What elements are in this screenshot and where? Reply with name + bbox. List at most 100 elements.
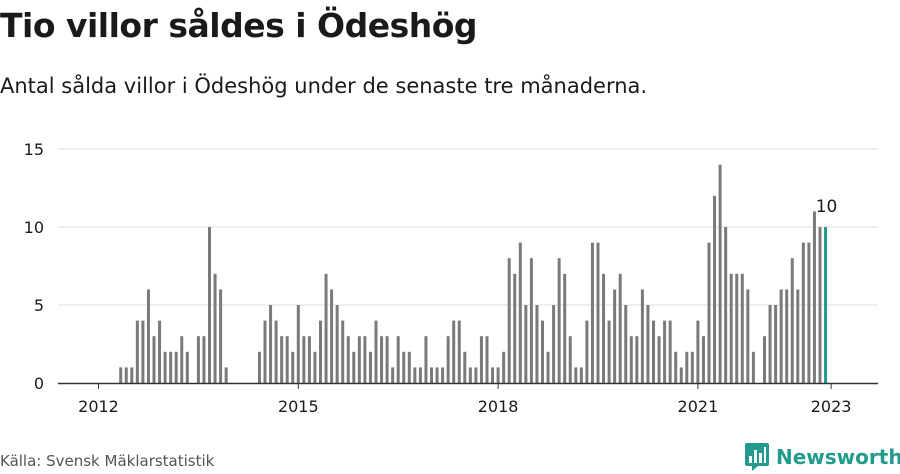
bar	[485, 336, 489, 383]
bar	[596, 242, 600, 383]
bar	[257, 351, 261, 383]
bar	[330, 289, 334, 383]
bar	[130, 367, 134, 383]
bar	[424, 336, 428, 383]
x-tick-label: 2018	[478, 397, 519, 416]
bar	[319, 320, 322, 383]
bar	[163, 351, 167, 383]
bar	[696, 320, 700, 383]
bar	[579, 367, 583, 383]
bar	[574, 367, 578, 383]
bar	[169, 351, 173, 383]
bar	[407, 351, 411, 383]
bar	[585, 320, 589, 383]
bar	[180, 336, 184, 383]
bar	[413, 367, 417, 383]
chart-title: Tio villor såldes i Ödeshög	[0, 6, 478, 45]
bar	[441, 367, 445, 383]
latest-value-label: 10	[816, 197, 838, 217]
bar	[679, 367, 683, 383]
bar	[446, 336, 450, 383]
bar	[396, 336, 400, 383]
bar	[807, 242, 811, 383]
bar	[352, 351, 356, 383]
bar	[296, 305, 300, 383]
bar	[785, 289, 789, 383]
bar	[152, 336, 156, 383]
bar	[751, 351, 755, 383]
bar	[341, 320, 345, 383]
bar	[402, 351, 406, 383]
bar	[663, 320, 667, 383]
bar	[618, 273, 622, 383]
newsworthy-logo-icon	[745, 443, 769, 471]
bar	[568, 336, 572, 383]
bar	[213, 273, 217, 383]
bar	[385, 336, 389, 383]
bar	[541, 320, 544, 383]
bar	[646, 305, 650, 383]
bar	[552, 305, 556, 383]
bar	[368, 351, 372, 383]
bar	[380, 336, 384, 383]
bar	[713, 195, 717, 383]
bar	[146, 289, 150, 383]
gridlines	[58, 148, 878, 306]
bar	[324, 273, 328, 383]
bar	[796, 289, 800, 383]
bar	[518, 242, 522, 383]
bar	[768, 305, 772, 383]
bar	[602, 273, 606, 383]
bar	[435, 367, 439, 383]
bar	[563, 273, 567, 383]
bar	[269, 305, 273, 383]
bar	[635, 336, 639, 383]
bar	[629, 336, 633, 383]
bar	[812, 211, 816, 383]
bar	[729, 273, 733, 383]
bar	[474, 367, 478, 383]
bar	[502, 351, 506, 383]
y-tick-label: 0	[34, 374, 44, 393]
bar	[418, 367, 422, 383]
axes	[58, 382, 878, 389]
y-tick-label: 15	[24, 140, 44, 159]
bar	[779, 289, 783, 383]
bar	[302, 336, 306, 383]
bar	[124, 367, 128, 383]
bar	[657, 336, 661, 383]
bar	[335, 305, 339, 383]
bar	[391, 367, 395, 383]
bar	[196, 336, 200, 383]
bar	[119, 367, 123, 383]
bar	[624, 305, 628, 383]
bar	[818, 227, 822, 383]
bar	[801, 242, 805, 383]
bar	[174, 351, 178, 383]
bar	[685, 351, 689, 383]
bar	[363, 336, 367, 383]
brand[interactable]: Newsworthy	[744, 442, 900, 472]
bar	[452, 320, 456, 383]
bar-chart: 0 5 10 15 2012 2015 2018 2021 2023 10	[24, 140, 878, 416]
bar	[274, 320, 278, 383]
y-tick-label: 5	[34, 296, 44, 315]
x-tick-label: 2021	[678, 397, 719, 416]
bar	[219, 289, 223, 383]
bar	[479, 336, 483, 383]
bar	[374, 320, 378, 383]
bar	[790, 258, 794, 383]
x-tick-label: 2012	[78, 397, 119, 416]
bar	[690, 351, 694, 383]
bar	[652, 320, 655, 383]
bar	[740, 273, 744, 383]
bar	[590, 242, 594, 383]
bar	[707, 242, 711, 383]
bar	[313, 351, 317, 383]
bar	[718, 164, 722, 383]
bar	[307, 336, 311, 383]
bar	[208, 227, 211, 383]
bars	[119, 164, 828, 383]
y-tick-label: 10	[24, 218, 44, 237]
bar	[613, 289, 617, 383]
